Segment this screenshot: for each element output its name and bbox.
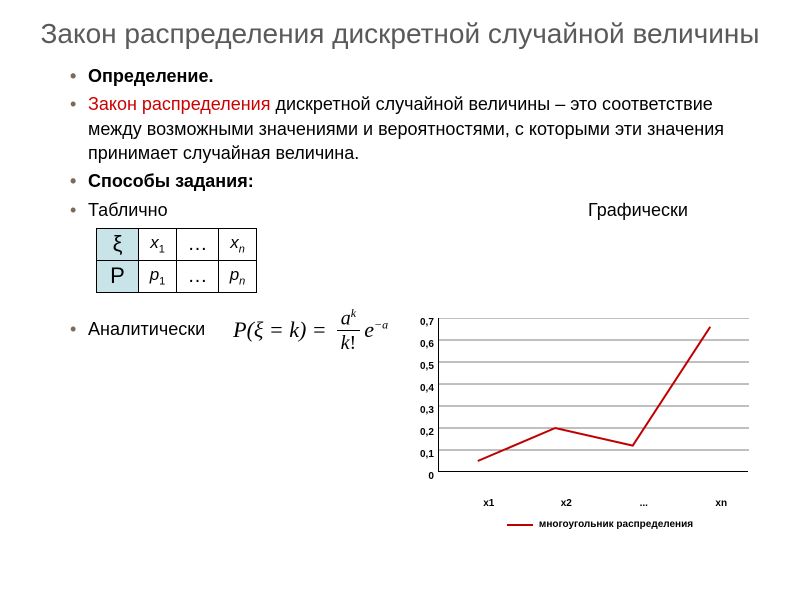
distribution-chart: 0,7 0,6 0,5 0,4 0,3 0,2 0,1 0 x1 x2 ... … [420, 318, 780, 530]
table-cell-xn: xn [219, 228, 257, 260]
method-tabular: Таблично [88, 198, 168, 222]
table-cell-dots1: … [177, 228, 219, 260]
legend-swatch [507, 524, 533, 526]
table-cell-dots2: … [177, 260, 219, 292]
methods-row: Таблично Графически [70, 198, 740, 222]
method-analytical: Аналитически [70, 319, 205, 340]
definition-heading: Определение. [70, 64, 740, 88]
methods-heading: Способы задания: [70, 169, 740, 193]
table-xi-header: ξ [97, 228, 139, 260]
chart-xticks: x1 x2 ... xn [420, 498, 760, 509]
chart-legend: многоугольник распределения [420, 519, 780, 530]
table-cell-pn: pn [219, 260, 257, 292]
distribution-table: ξ x1 … xn P p1 … pn [96, 226, 257, 293]
formula: P(ξ = k) = ak k! e−a [233, 307, 388, 353]
content-area: Определение. Закон распределения дискрет… [0, 58, 800, 352]
slide-title: Закон распределения дискретной случайной… [0, 0, 800, 58]
method-graphical: Графически [588, 198, 688, 222]
table-cell-p1: p1 [139, 260, 177, 292]
chart-yticks: 0,7 0,6 0,5 0,4 0,3 0,2 0,1 0 [420, 318, 438, 494]
definition-term: Закон распределения [88, 94, 270, 114]
table-p-header: P [97, 260, 139, 292]
chart-plot-area [438, 318, 748, 472]
legend-label: многоугольник распределения [539, 519, 693, 530]
table-cell-x1: x1 [139, 228, 177, 260]
definition-text: Закон распределения дискретной случайной… [70, 92, 740, 165]
